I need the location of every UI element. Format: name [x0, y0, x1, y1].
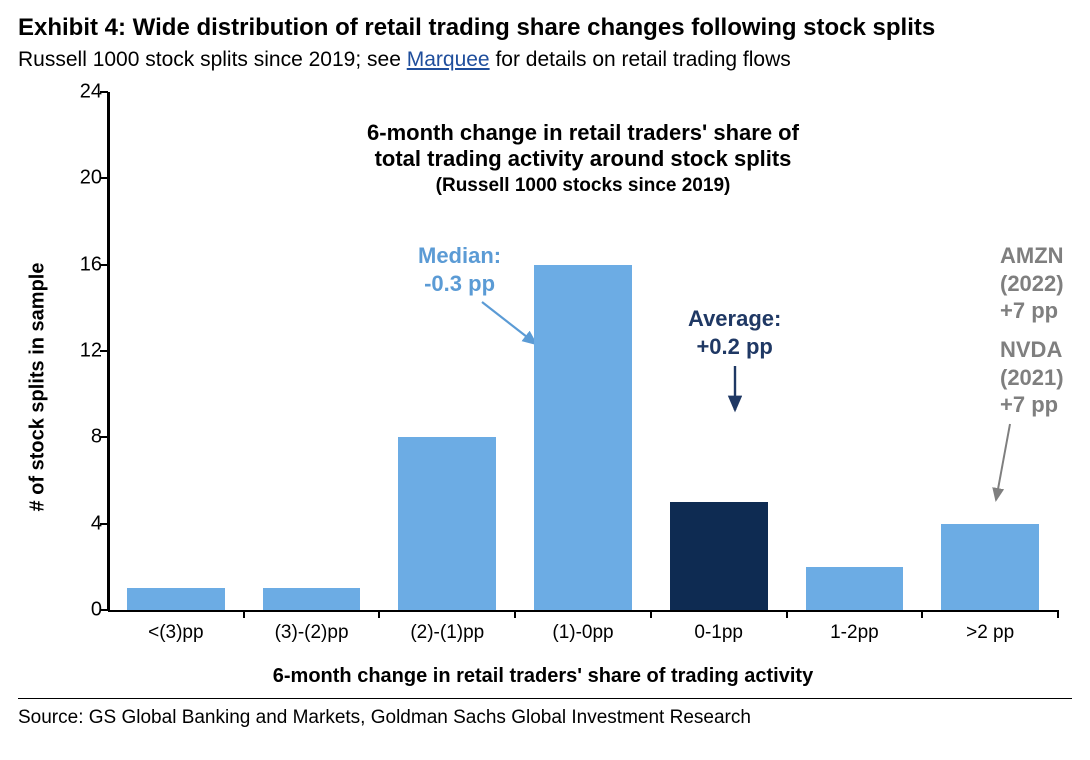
- average-arrow-icon: [722, 362, 748, 422]
- exhibit-subtitle: Russell 1000 stock splits since 2019; se…: [18, 48, 1072, 72]
- average-annotation: Average: +0.2 pp: [688, 305, 781, 360]
- marquee-link[interactable]: Marquee: [407, 48, 490, 71]
- subtitle-post: for details on retail trading flows: [490, 48, 791, 71]
- bar: [127, 588, 225, 610]
- plot-area: 6-month change in retail traders' share …: [108, 92, 1058, 612]
- y-tick-label: 24: [58, 81, 102, 104]
- exhibit-title: Exhibit 4: Wide distribution of retail t…: [18, 14, 1072, 42]
- nvda-value: +7 pp: [1000, 391, 1064, 419]
- y-axis-label: # of stock splits in sample: [26, 263, 49, 512]
- y-tick-label: 8: [58, 426, 102, 449]
- inner-title-line1a: 6-month change in retail traders' share …: [203, 120, 963, 146]
- y-tick-label: 20: [58, 167, 102, 190]
- y-axis-line: [107, 92, 110, 610]
- bar: [534, 265, 632, 610]
- bar: [398, 437, 496, 610]
- x-tick-label: <(3)pp: [148, 622, 203, 644]
- x-tick-mark: [650, 610, 652, 618]
- chart-inner-title: 6-month change in retail traders' share …: [203, 120, 963, 197]
- bar: [263, 588, 361, 610]
- x-tick-mark: [514, 610, 516, 618]
- divider: [18, 698, 1072, 699]
- amzn-value: +7 pp: [1000, 297, 1064, 325]
- y-tick-label: 16: [58, 253, 102, 276]
- bar: [941, 524, 1039, 610]
- x-tick-label: (2)-(1)pp: [410, 622, 484, 644]
- average-label: Average:: [688, 305, 781, 333]
- median-value: -0.3 pp: [418, 270, 501, 298]
- y-tick-label: 4: [58, 512, 102, 535]
- bar: [670, 502, 768, 610]
- source-line: Source: GS Global Banking and Markets, G…: [18, 707, 1072, 729]
- average-value: +0.2 pp: [688, 333, 781, 361]
- y-tick-label: 12: [58, 340, 102, 363]
- amzn-ticker: AMZN: [1000, 242, 1064, 270]
- subtitle-pre: Russell 1000 stock splits since 2019; se…: [18, 48, 407, 71]
- x-tick-mark: [378, 610, 380, 618]
- x-tick-mark: [1057, 610, 1059, 618]
- x-tick-label: (1)-0pp: [552, 622, 613, 644]
- amzn-annotation: AMZN (2022) +7 pp: [1000, 242, 1064, 325]
- nvda-ticker: NVDA: [1000, 336, 1064, 364]
- x-tick-label: >2 pp: [966, 622, 1014, 644]
- inner-title-line2: (Russell 1000 stocks since 2019): [203, 175, 963, 197]
- x-tick-mark: [921, 610, 923, 618]
- inner-title-line1b: total trading activity around stock spli…: [203, 146, 963, 172]
- x-tick-mark: [786, 610, 788, 618]
- x-tick-mark: [243, 610, 245, 618]
- x-tick-label: 1-2pp: [830, 622, 879, 644]
- x-tick-label: (3)-(2)pp: [275, 622, 349, 644]
- median-label: Median:: [418, 242, 501, 270]
- x-tick-label: 0-1pp: [694, 622, 743, 644]
- bar: [806, 567, 904, 610]
- nvda-year: (2021): [1000, 364, 1064, 392]
- median-annotation: Median: -0.3 pp: [418, 242, 501, 297]
- nvda-annotation: NVDA (2021) +7 pp: [1000, 336, 1064, 419]
- chart-frame: # of stock splits in sample 6-month chan…: [18, 82, 1068, 692]
- side-arrow-icon: [988, 420, 1018, 512]
- y-tick-label: 0: [58, 599, 102, 622]
- amzn-year: (2022): [1000, 270, 1064, 298]
- x-axis-label: 6-month change in retail traders' share …: [18, 665, 1068, 688]
